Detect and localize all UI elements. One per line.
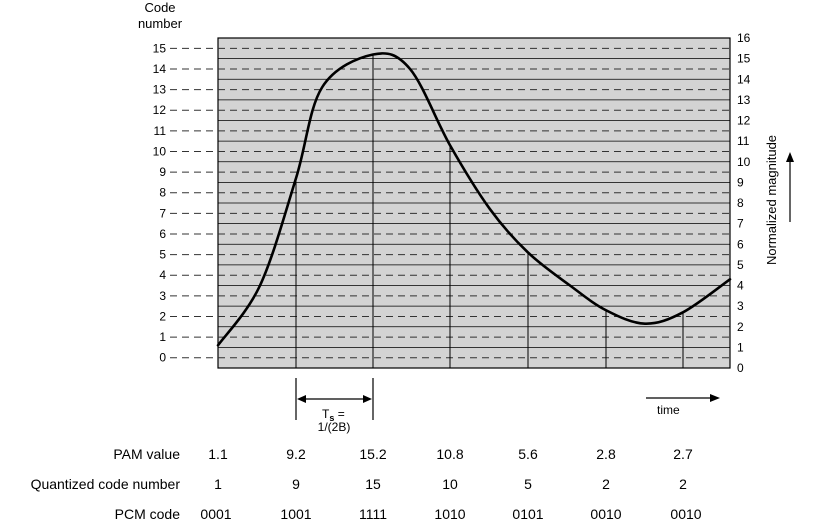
left-tick: 5 — [159, 248, 166, 262]
pcm-code: 0010 — [590, 506, 621, 522]
pam-value: 5.6 — [518, 446, 538, 462]
right-axis-title: Normalized magnitude — [764, 135, 779, 265]
pam-value: 15.2 — [359, 446, 386, 462]
left-tick: 4 — [159, 268, 166, 282]
pcm-table: PAM value Quantized code number PCM code… — [31, 446, 702, 522]
left-tick: 8 — [159, 186, 166, 200]
right-tick: 9 — [737, 175, 744, 189]
left-tick: 15 — [153, 41, 167, 55]
quantized-code: 10 — [442, 476, 458, 492]
left-axis-title-line2: number — [138, 16, 183, 31]
right-tick: 15 — [737, 52, 751, 66]
quantized-code: 2 — [602, 476, 610, 492]
right-tick: 3 — [737, 299, 744, 313]
quantized-code: 2 — [679, 476, 687, 492]
right-tick: 14 — [737, 72, 751, 86]
quantized-code: 1 — [214, 476, 222, 492]
quantized-code: 5 — [524, 476, 532, 492]
right-tick: 0 — [737, 361, 744, 375]
ts-label: Ts = — [322, 407, 345, 423]
right-tick: 8 — [737, 196, 744, 210]
left-tick: 3 — [159, 289, 166, 303]
row-label-pcm: PCM code — [115, 506, 181, 522]
right-tick: 4 — [737, 279, 744, 293]
pam-value: 9.2 — [286, 446, 306, 462]
pcm-code: 0101 — [512, 506, 543, 522]
right-tick: 16 — [737, 31, 751, 45]
right-tick: 10 — [737, 155, 751, 169]
left-tick: 7 — [159, 206, 166, 220]
magnitude-arrow-head — [786, 152, 794, 162]
right-axis-ticks: 0 1 2 3 4 5 6 7 8 9 10 11 12 13 14 15 16 — [737, 31, 751, 375]
analog-signal-curve — [216, 52, 732, 347]
quantized-code: 15 — [365, 476, 381, 492]
right-tick: 13 — [737, 93, 751, 107]
right-tick: 12 — [737, 114, 751, 128]
pam-value: 2.8 — [596, 446, 616, 462]
left-axis-title-line1: Code — [144, 0, 175, 15]
left-tick: 9 — [159, 165, 166, 179]
pam-value: 2.7 — [673, 446, 693, 462]
right-tick: 2 — [737, 320, 744, 334]
left-tick: 6 — [159, 227, 166, 241]
pcm-code: 1001 — [280, 506, 311, 522]
left-tick: 1 — [159, 330, 166, 344]
pam-value: 1.1 — [208, 446, 228, 462]
left-tick: 10 — [153, 144, 167, 158]
pcm-code: 0010 — [670, 506, 701, 522]
right-tick: 7 — [737, 217, 744, 231]
left-tick: 14 — [153, 62, 167, 76]
right-tick: 11 — [737, 134, 750, 148]
ts-arrow-right — [363, 395, 372, 403]
right-tick: 5 — [737, 258, 744, 272]
time-arrow-head — [710, 394, 720, 402]
left-tick: 11 — [154, 124, 167, 138]
left-tick: 13 — [153, 83, 167, 97]
left-axis-ticks: 0 1 2 3 4 5 6 7 8 9 10 11 12 13 14 15 — [153, 41, 167, 364]
row-label-pam: PAM value — [113, 446, 180, 462]
pcm-code: 1010 — [434, 506, 465, 522]
ts-formula: 1/(2B) — [318, 420, 351, 434]
pcm-code: 1111 — [359, 506, 387, 522]
pcm-code: 0001 — [200, 506, 231, 522]
row-label-quantized: Quantized code number — [31, 476, 181, 492]
quantized-code: 9 — [292, 476, 300, 492]
left-tick: 2 — [159, 309, 166, 323]
pam-value: 10.8 — [436, 446, 463, 462]
ts-arrow-left — [297, 395, 306, 403]
left-tick: 12 — [153, 103, 167, 117]
right-tick: 1 — [737, 340, 744, 354]
time-label: time — [657, 403, 680, 417]
left-tick: 0 — [159, 351, 166, 365]
sample-lines — [295, 54, 684, 368]
right-tick: 6 — [737, 237, 744, 251]
grid-lines — [218, 58, 730, 348]
